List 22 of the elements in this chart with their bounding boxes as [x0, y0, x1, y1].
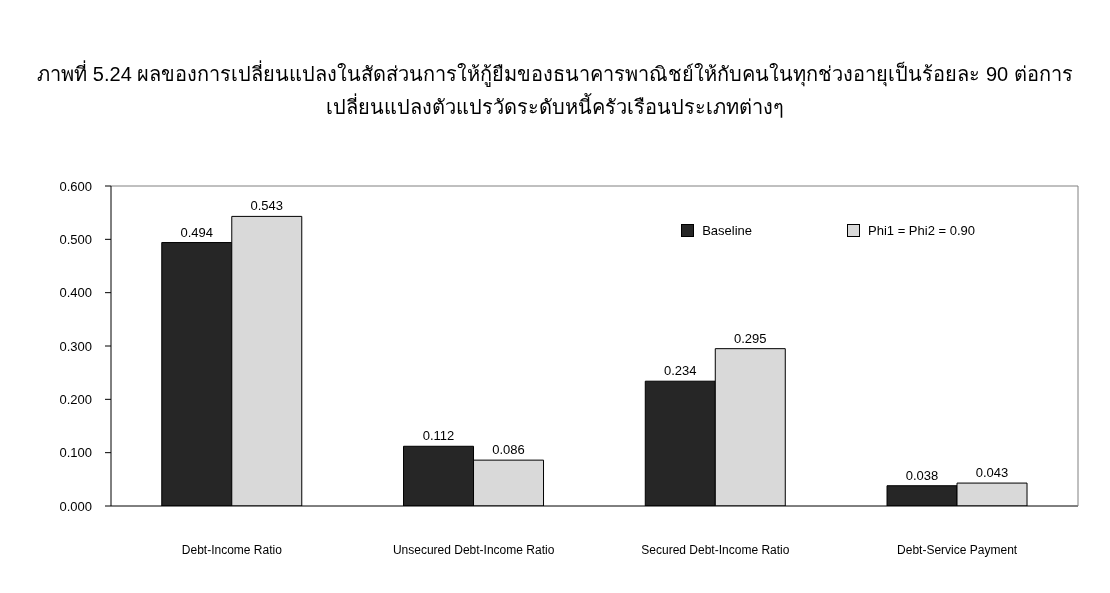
y-tick-label: 0.200 — [59, 391, 92, 407]
data-label: 0.086 — [492, 442, 525, 458]
legend-label: Baseline — [702, 223, 753, 238]
data-label: 0.112 — [422, 428, 455, 444]
data-label: 0.043 — [975, 465, 1009, 481]
x-tick-label: Secured Debt-Income Ratio — [641, 542, 790, 557]
y-tick-label: 0.000 — [59, 498, 92, 514]
x-tick-label: Debt-Income Ratio — [181, 542, 283, 557]
x-tick-label: Debt-Service Payment — [897, 542, 1018, 557]
y-tick-label: 0.400 — [59, 285, 92, 301]
data-label: 0.543 — [250, 198, 284, 214]
y-tick-label: 0.100 — [59, 445, 92, 461]
data-label: 0.038 — [905, 467, 939, 483]
y-tick-label: 0.600 — [59, 178, 92, 194]
data-label: 0.494 — [180, 224, 214, 240]
data-label: 0.295 — [733, 330, 767, 346]
y-tick-label: 0.500 — [59, 231, 92, 247]
data-label: 0.234 — [663, 363, 697, 379]
chart-title: ภาพที่ 5.24 ผลของการเปลี่ยนแปลงในสัดส่วนการให้กู้ยืมของธนาคารพาณิชย์ให้กับคนในทุกช่วงอายุเป็นร้อยละ 90 ต่อการเปลี่ยนแปลงตัวแปรวัดระดับหนี้ครัวเรือนประเภทต่างๆ — [36, 59, 1074, 120]
x-tick-label: Unsecured Debt-Income Ratio — [392, 542, 555, 557]
y-tick-label: 0.300 — [59, 338, 92, 354]
legend-label: Phi1 = Phi2 = 0.90 — [868, 223, 975, 238]
